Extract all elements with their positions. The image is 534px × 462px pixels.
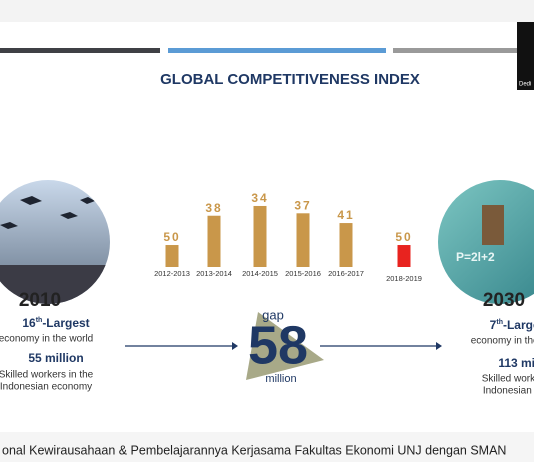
rank-number: 7 xyxy=(490,318,497,332)
year: 2010 xyxy=(19,290,61,311)
bar xyxy=(296,213,310,267)
rank-rest: -Largest xyxy=(503,318,534,332)
value-label: 38 xyxy=(205,201,222,215)
rank-number: 16 xyxy=(22,316,36,330)
header-line xyxy=(0,48,160,53)
gap-number: 58 xyxy=(248,315,308,375)
x-tick-label: 2016-2017 xyxy=(328,269,364,278)
photo-graduates xyxy=(0,180,110,304)
rank-suffix: th xyxy=(496,319,503,326)
gap-label: gap xyxy=(262,307,284,322)
presenter-name: Dedi xyxy=(519,82,531,88)
header-line xyxy=(393,48,523,53)
slide-title: GLOBAL COMPETITIVENESS INDEX xyxy=(160,71,420,88)
year: 2030 xyxy=(483,290,525,311)
top-bar xyxy=(0,0,534,22)
value-label: 37 xyxy=(294,198,311,212)
bar-chart: 50 2012-2013 38 2013-2014 34 2014-2015 37 2015-… xyxy=(154,191,422,283)
rank: 16th-Largest xyxy=(22,316,89,330)
ticker-text: onal Kewirausahaan & Pembelajarannya Ker… xyxy=(2,443,506,457)
value-label: 50 xyxy=(163,230,180,244)
header-line xyxy=(168,48,386,53)
svg-text:P=2l+2: P=2l+2 xyxy=(456,250,495,264)
rank-note: economy in the world xyxy=(0,334,93,345)
rank-note: economy in the world xyxy=(471,336,534,347)
ticker-bar xyxy=(0,432,534,462)
value-label: 34 xyxy=(251,191,268,205)
workers-note: Skilled workers in the xyxy=(0,370,94,381)
bar xyxy=(207,215,221,267)
bar xyxy=(165,245,179,267)
workers-note: Indonesian economy xyxy=(483,386,534,397)
workers: 113 million xyxy=(498,356,534,370)
value-label: 50 xyxy=(395,230,412,244)
workers-note: Skilled workers in the xyxy=(482,374,534,385)
bar xyxy=(339,223,353,267)
video-tile xyxy=(517,22,534,90)
bar xyxy=(397,245,411,267)
gap-unit: million xyxy=(265,373,296,385)
arrow-head xyxy=(232,342,238,350)
x-tick-label: 2015-2016 xyxy=(285,269,321,278)
value-label: 41 xyxy=(337,208,354,222)
arrow-head xyxy=(436,342,442,350)
photo-student: P=2l+2 xyxy=(438,180,534,304)
x-tick-label: 2018-2019 xyxy=(386,274,422,283)
rank: 7th-Largest xyxy=(490,318,534,332)
rank-rest: -Largest xyxy=(42,316,89,330)
workers-note: Indonesian economy xyxy=(0,382,92,393)
rank-suffix: th xyxy=(36,317,43,324)
x-tick-label: 2012-2013 xyxy=(154,269,190,278)
x-tick-label: 2014-2015 xyxy=(242,269,278,278)
triangle xyxy=(246,312,324,380)
x-tick-label: 2013-2014 xyxy=(196,269,232,278)
workers: 55 million xyxy=(28,351,83,365)
bar xyxy=(253,205,267,267)
